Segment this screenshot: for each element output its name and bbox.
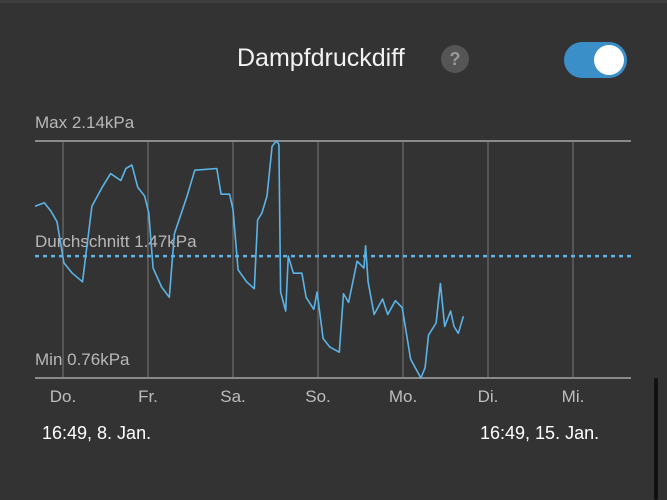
day-tick-label: So. [305,387,331,406]
day-tick-label: Do. [50,387,76,406]
top-divider [0,0,667,3]
day-tick-label: Sa. [220,387,246,406]
range-start: 16:49, 8. Jan. [42,423,152,443]
max-label: Max 2.14kPa [35,113,135,132]
chart-title: Dampfdruckdiff [237,44,405,72]
scrollbar[interactable] [654,378,658,500]
chart: Max 2.14kPa Durchschnitt 1.47kPa Min 0.7… [34,113,631,406]
min-label: Min 0.76kPa [35,350,130,369]
chart-toggle[interactable] [564,42,627,78]
avg-label: Durchschnitt 1.47kPa [35,232,197,251]
toggle-knob [594,45,624,75]
day-tick-label: Mo. [389,387,417,406]
range-end: 16:49, 15. Jan. [480,423,600,443]
day-tick-label: Fr. [138,387,158,406]
day-tick-label: Mi. [562,387,585,406]
day-tick-label: Di. [478,387,499,406]
question-icon[interactable]: ? [441,45,469,73]
series-line [34,140,465,379]
